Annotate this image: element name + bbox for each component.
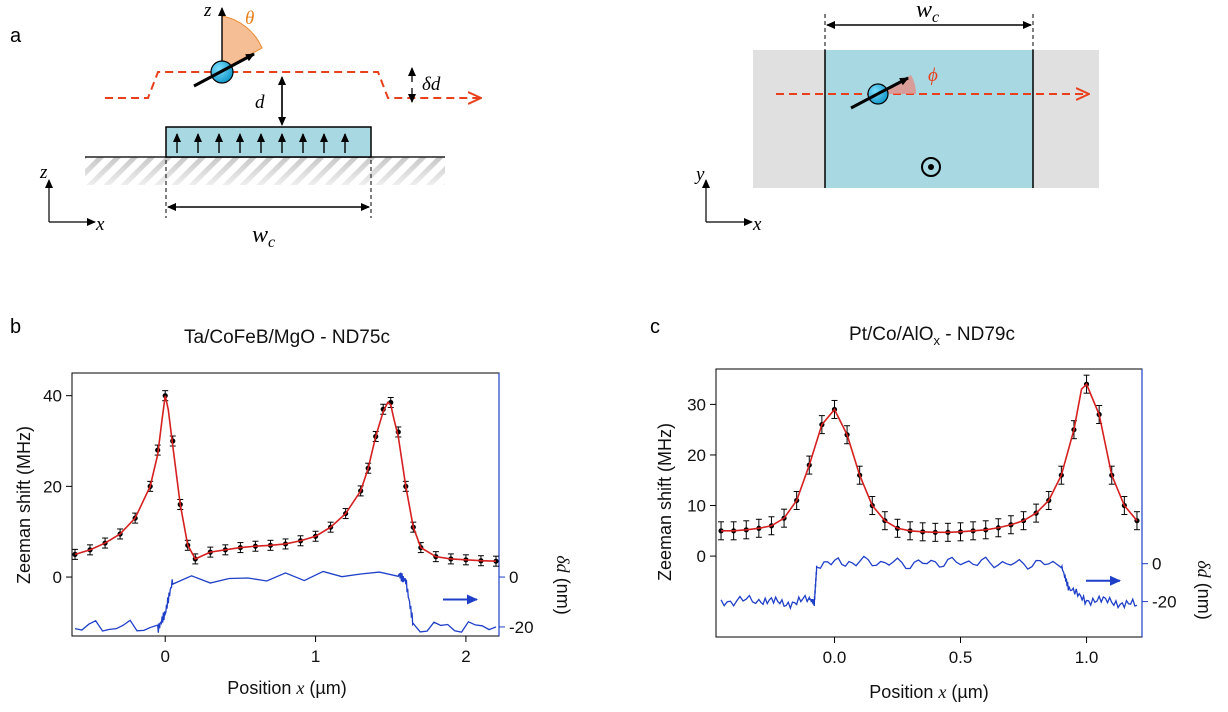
z-axis-label: z (39, 162, 48, 183)
data-point (72, 551, 78, 557)
chart-c-ylabel: Zeeman shift (MHz) (655, 423, 675, 581)
x-axis-label-top: x (752, 214, 762, 235)
theta-label: θ (245, 8, 254, 29)
y2-tick-label: -20 (509, 618, 534, 637)
y-tick-label: 10 (687, 497, 706, 516)
spin-direction-arrow (193, 52, 255, 88)
x-tick-label: 0.0 (823, 648, 847, 667)
chart-c-title: Pt/Co/AlOx - ND79c (849, 324, 1015, 348)
y-axis-label: y (694, 164, 705, 185)
panel-label-a: a (10, 25, 22, 47)
x-tick-label: 0 (160, 647, 169, 666)
panel-label-c: c (650, 316, 660, 338)
x-tick-label: 1 (311, 647, 320, 666)
magnetization-arrows (173, 133, 349, 153)
out-of-plane-icon (921, 157, 941, 177)
chart-b-title: Ta/CoFeB/MgO - ND75c (184, 327, 390, 348)
y-tick-label: 0 (697, 547, 706, 566)
panel-a-top-view: wc ϕ y x (694, 0, 1099, 235)
y2-tick-label: -20 (1152, 593, 1177, 612)
series-fit-line (721, 382, 1138, 534)
magnetic-stripe (165, 126, 372, 158)
theta-wedge (221, 15, 263, 71)
y2-tick-label: 0 (509, 568, 518, 587)
x-axis-label: x (95, 214, 105, 235)
series-height-profile (720, 555, 1138, 611)
chart-b-xlabel: Position x (µm) (227, 678, 346, 698)
y-tick-label: 20 (43, 477, 62, 496)
chart-c-y2label: δd (nm) (1194, 560, 1214, 619)
chart-c-xlabel: Position x (µm) (869, 682, 988, 702)
y-tick-label: 20 (687, 446, 706, 465)
wc-label-top: wc (916, 0, 939, 26)
chart-b-ylabel: Zeeman shift (MHz) (14, 426, 34, 584)
series-fit-line (74, 395, 497, 562)
y-tick-label: 30 (687, 395, 706, 414)
x-tick-label: 2 (461, 647, 470, 666)
x-tick-label: 0.5 (949, 648, 973, 667)
d-label: d (255, 92, 265, 113)
y-tick-label: 0 (53, 568, 62, 587)
x-tick-label: 1.0 (1075, 648, 1099, 667)
spin-direction-top-arrow (850, 76, 909, 110)
y-tick-label: 40 (43, 387, 62, 406)
chart-b-frame (71, 372, 500, 637)
panel-a-side-view: a z θ d (10, 0, 480, 251)
series-height-profile (74, 570, 497, 633)
delta-d-label: δd (422, 74, 441, 95)
chart-b-y2label: δd (nm) (553, 555, 573, 614)
chart-c-plot: 0.0 0.5 1.0 0 10 20 30 0 -20 (687, 374, 1177, 667)
y2-tick-label: 0 (1152, 555, 1161, 574)
panel-c: c Pt/Co/AlOx - ND79c 0.0 0.5 1.0 0 10 20 30 0 -2… (650, 316, 1214, 702)
z-label-local: z (203, 0, 212, 21)
phi-label: ϕ (928, 65, 938, 86)
wc-label: wc (252, 222, 275, 251)
panel-label-b: b (10, 316, 21, 338)
